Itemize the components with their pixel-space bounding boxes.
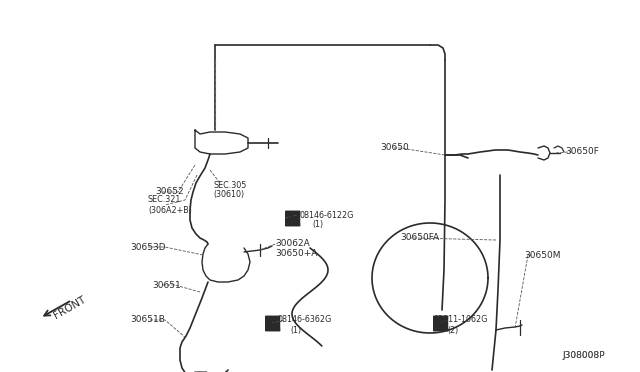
Text: J308008P: J308008P: [562, 350, 605, 359]
Text: (2): (2): [447, 326, 458, 334]
Text: 30062A: 30062A: [275, 238, 310, 247]
Text: 08146-6122G: 08146-6122G: [300, 211, 355, 219]
Text: 08911-1062G: 08911-1062G: [434, 315, 488, 324]
Text: 08146-6362G: 08146-6362G: [278, 315, 332, 324]
Text: (1): (1): [290, 326, 301, 334]
Text: 30650: 30650: [380, 144, 409, 153]
Text: SEC.321: SEC.321: [148, 196, 181, 205]
Text: (30610): (30610): [213, 190, 244, 199]
Text: B: B: [289, 215, 294, 221]
Text: 30650F: 30650F: [565, 148, 599, 157]
Text: (1): (1): [312, 221, 323, 230]
Text: (306A2+B): (306A2+B): [148, 205, 192, 215]
Text: 30651B: 30651B: [130, 315, 165, 324]
Text: 30650+A: 30650+A: [275, 250, 317, 259]
Text: N: N: [438, 321, 442, 326]
Text: B: B: [269, 321, 275, 326]
Text: J308008P: J308008P: [562, 350, 605, 359]
Text: SEC.305: SEC.305: [213, 180, 246, 189]
Text: FRONT: FRONT: [52, 295, 88, 321]
Text: 30650M: 30650M: [524, 250, 561, 260]
Text: 30653D: 30653D: [130, 243, 166, 251]
Text: 30651: 30651: [152, 280, 180, 289]
Text: 30650FA: 30650FA: [400, 234, 439, 243]
Text: 30652: 30652: [155, 187, 184, 196]
